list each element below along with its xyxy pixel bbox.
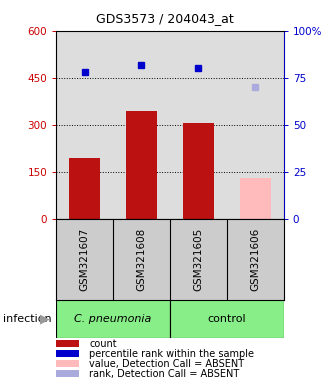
Text: rank, Detection Call = ABSENT: rank, Detection Call = ABSENT (89, 369, 239, 379)
Bar (56, 300, 170, 338)
Text: count: count (89, 339, 117, 349)
Text: percentile rank within the sample: percentile rank within the sample (89, 349, 254, 359)
Text: infection: infection (3, 314, 52, 324)
Bar (240, 178, 271, 219)
Text: value, Detection Call = ABSENT: value, Detection Call = ABSENT (89, 359, 244, 369)
Text: GSM321608: GSM321608 (137, 228, 147, 291)
Text: GSM321605: GSM321605 (193, 228, 203, 291)
Text: GSM321607: GSM321607 (80, 228, 89, 291)
Text: control: control (208, 314, 246, 324)
Bar (126, 111, 157, 219)
Text: C. pneumonia: C. pneumonia (74, 314, 152, 324)
Bar (170, 300, 284, 338)
Text: GSM321606: GSM321606 (250, 228, 260, 291)
Text: GDS3573 / 204043_at: GDS3573 / 204043_at (96, 12, 234, 25)
Bar (69, 158, 100, 219)
Text: ▶: ▶ (40, 312, 49, 325)
Bar (183, 123, 214, 219)
